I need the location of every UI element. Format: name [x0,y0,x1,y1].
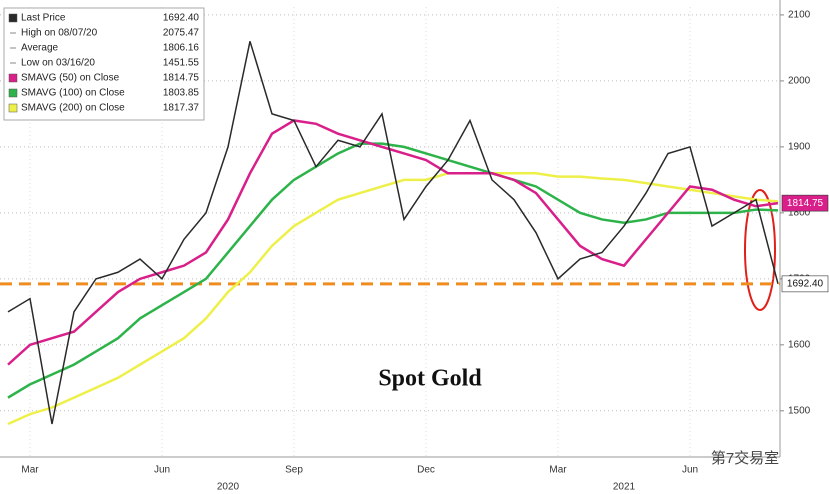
legend-value: 1814.75 [163,73,200,84]
watermark: 第7交易室 [711,449,779,467]
legend-value: 1806.16 [163,43,200,54]
series-line [7,119,779,366]
y-tick-label: 2100 [788,10,811,21]
legend-box [3,7,205,121]
legend: Last Price 1692.40 High on 08/07/20 2075.47… [3,7,205,121]
legend-swatch [8,103,18,113]
highlight-ellipse [744,189,776,311]
legend-name: Low on 03/16/20 [21,58,95,69]
x-tick-label: Dec [417,465,435,476]
annotation: Spot Gold [378,366,482,392]
legend-value: 1451.55 [163,58,200,69]
price-tag [781,275,829,293]
legend-name: SMAVG (50) on Close [21,73,120,84]
legend-value: 1817.37 [163,103,200,114]
legend-name: Last Price [21,13,66,24]
legend-name: Average [21,43,59,54]
x-tick-label: Jun [154,465,170,476]
y-tick-label: 1900 [788,142,811,153]
legend-swatch [8,73,18,83]
legend-swatch [8,13,18,23]
x-tick-label: Mar [21,465,39,476]
x-tick-label: Mar [549,465,567,476]
legend-name: SMAVG (100) on Close [21,88,125,99]
x-tick-label: Jun [682,465,698,476]
y-tick-label: 2000 [788,76,811,87]
price-tag-label: 1692.40 [787,279,824,290]
series-line [7,172,779,426]
price-tag [781,194,829,212]
legend-name: High on 08/07/20 [21,28,98,39]
y-tick-label: 1600 [788,339,811,350]
legend-swatch [8,88,18,98]
legend-value: 2075.47 [163,28,200,39]
series-line [7,142,779,399]
y-tick-label: 1500 [788,405,811,416]
x-tick-label: Sep [285,465,303,476]
price-tag-label: 1814.75 [787,198,824,209]
legend-name: SMAVG (200) on Close [21,103,125,114]
series-line [7,41,779,425]
x-year-label: 2021 [613,482,636,493]
x-year-label: 2020 [217,482,240,493]
y-tick-label: 1800 [788,208,811,219]
legend-value: 1803.85 [163,88,200,99]
legend-value: 1692.40 [163,13,200,24]
